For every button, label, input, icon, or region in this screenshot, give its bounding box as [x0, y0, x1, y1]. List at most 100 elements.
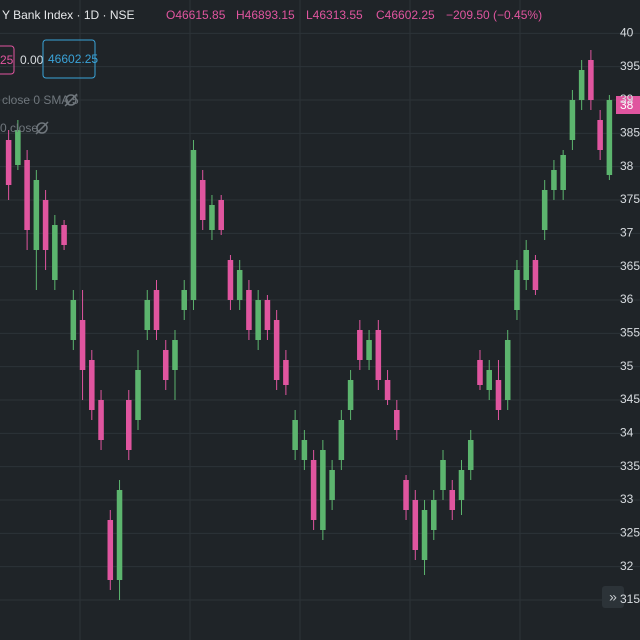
candle-body — [89, 360, 95, 410]
candle-body — [347, 380, 354, 410]
candle-body — [551, 170, 557, 190]
candle-body — [52, 225, 58, 280]
close-value: C46602.25 — [376, 8, 435, 22]
candle-body — [366, 340, 372, 360]
y-tick-label: 35 — [620, 359, 634, 373]
candle-body — [181, 290, 187, 310]
price-button[interactable] — [42, 39, 96, 79]
candle-body — [357, 330, 363, 360]
candle-body — [227, 260, 234, 300]
box-mid-label: 0.00 — [20, 53, 44, 67]
price-marker — [616, 96, 640, 114]
candle-body — [606, 100, 613, 175]
candle-body — [514, 270, 520, 310]
candle-body — [375, 330, 382, 380]
candle-body — [199, 180, 206, 220]
grid — [0, 32, 640, 601]
y-tick-label: 36 — [620, 292, 634, 306]
y-tick-label: 375 — [620, 192, 640, 206]
candle-body — [292, 420, 298, 450]
candle-body — [403, 480, 409, 510]
y-tick-label: 395 — [620, 59, 640, 73]
candle-body — [523, 250, 529, 280]
candle-body — [61, 225, 67, 245]
indicator-label: 0 close — [0, 121, 38, 135]
svg-text:»: » — [609, 589, 617, 605]
candle-body — [588, 60, 594, 100]
candle-body — [495, 380, 502, 410]
candle-body — [486, 370, 492, 390]
hide-icon[interactable] — [64, 93, 78, 107]
candle-body — [255, 300, 261, 340]
candle-body — [338, 420, 345, 460]
y-tick-label: 32 — [620, 559, 634, 573]
candle-body — [560, 155, 566, 190]
hide-icon[interactable] — [35, 121, 49, 135]
candle-body — [283, 360, 289, 385]
price-button-label: 46602.25 — [48, 52, 98, 66]
candle-body — [190, 150, 197, 300]
candle-body — [162, 350, 169, 380]
y-tick-label: 33 — [620, 492, 634, 506]
candle-body — [135, 370, 141, 420]
candle-body — [504, 340, 511, 400]
candle-body — [264, 300, 271, 330]
y-tick-label: 40 — [620, 26, 634, 40]
candle-body — [70, 300, 77, 340]
candle-body — [116, 490, 123, 580]
candle-body — [126, 400, 132, 450]
candle-body — [33, 180, 40, 250]
button-left-label: 25 — [0, 53, 14, 67]
candle-body — [384, 380, 391, 400]
candle-body — [541, 190, 548, 230]
indicator-label: close 0 SMA 5 — [2, 93, 79, 107]
candle-body — [98, 400, 104, 440]
candle-body — [107, 520, 114, 580]
candle-body — [301, 440, 308, 460]
candle-body — [578, 70, 585, 100]
candle-body — [394, 410, 400, 430]
candle-body — [153, 290, 160, 330]
y-tick-label: 385 — [620, 126, 640, 140]
candle-body — [236, 270, 243, 300]
symbol-title: Y Bank Index · 1D · NSE — [2, 8, 135, 22]
button-left[interactable] — [0, 45, 15, 75]
y-tick-label: 335 — [620, 459, 640, 473]
candle-body — [329, 470, 335, 500]
candle-body — [273, 320, 280, 380]
candle-body — [458, 470, 465, 500]
y-tick-label: 325 — [620, 526, 640, 540]
y-tick-label: 39 — [620, 92, 634, 106]
y-tick-label: 365 — [620, 259, 640, 273]
candle-body — [24, 160, 30, 230]
candle-body — [246, 290, 252, 330]
candle-body — [532, 260, 539, 290]
candle-body — [320, 450, 326, 530]
change-value: −209.50 (−0.45%) — [446, 8, 542, 22]
candle-body — [467, 440, 474, 470]
y-tick-label: 345 — [620, 392, 640, 406]
candle-body — [412, 500, 419, 550]
candle-body — [209, 205, 215, 230]
y-tick-label: 37 — [620, 226, 634, 240]
candle-body — [5, 140, 12, 185]
y-tick-label: 34 — [620, 426, 634, 440]
candle-body — [144, 300, 151, 330]
high-value: H46893.15 — [236, 8, 295, 22]
candle-body — [597, 120, 603, 150]
candle-body — [421, 510, 428, 560]
candle-body — [569, 100, 576, 140]
candle-body — [449, 490, 456, 510]
candle-body — [79, 320, 86, 370]
y-tick-label: 355 — [620, 326, 640, 340]
open-value: O46615.85 — [166, 8, 226, 22]
scroll-button[interactable]: » — [602, 586, 624, 608]
candle-body — [440, 460, 446, 490]
low-value: L46313.55 — [306, 8, 363, 22]
candle-body — [477, 360, 483, 385]
candle-body — [172, 340, 178, 370]
y-tick-label: 315 — [620, 592, 640, 606]
price-marker-label: 38 — [620, 98, 634, 112]
